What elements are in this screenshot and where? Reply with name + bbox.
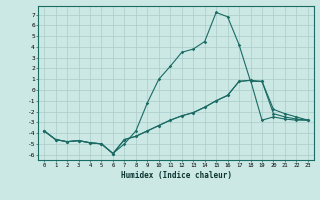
X-axis label: Humidex (Indice chaleur): Humidex (Indice chaleur) xyxy=(121,171,231,180)
